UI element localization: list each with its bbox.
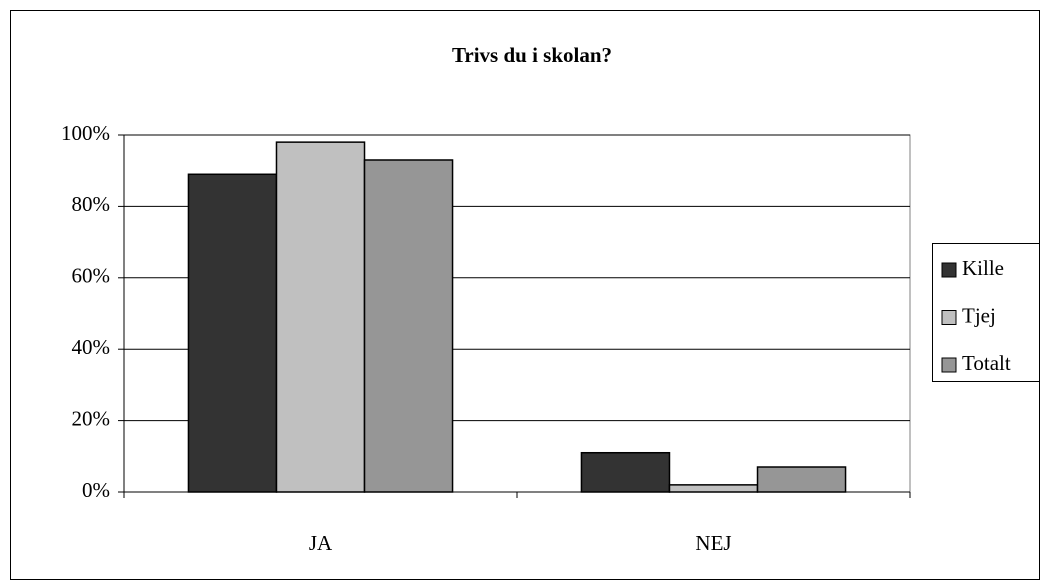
y-tick-label: 0% [82,478,110,502]
legend-swatch [941,357,957,373]
bar [187,173,278,493]
bar [275,141,366,493]
legend-label: Tjej [962,303,996,327]
y-tick-label: 60% [72,264,111,288]
y-tick-label: 40% [72,335,111,359]
bar [668,484,759,493]
legend-swatch [941,310,957,325]
legend-swatch [941,262,957,278]
bar [580,451,671,493]
chart-title: Trivs du i skolan? [452,43,612,67]
y-tick-label: 80% [72,192,111,216]
legend-label: Totalt [962,351,1011,375]
legend-label: Kille [962,256,1004,280]
x-tick-label: NEJ [695,531,731,555]
y-tick-label: 20% [72,406,111,430]
x-tick-label: JA [309,531,333,555]
bar [363,159,454,493]
bar [756,466,847,493]
y-tick-label: 100% [61,121,110,145]
